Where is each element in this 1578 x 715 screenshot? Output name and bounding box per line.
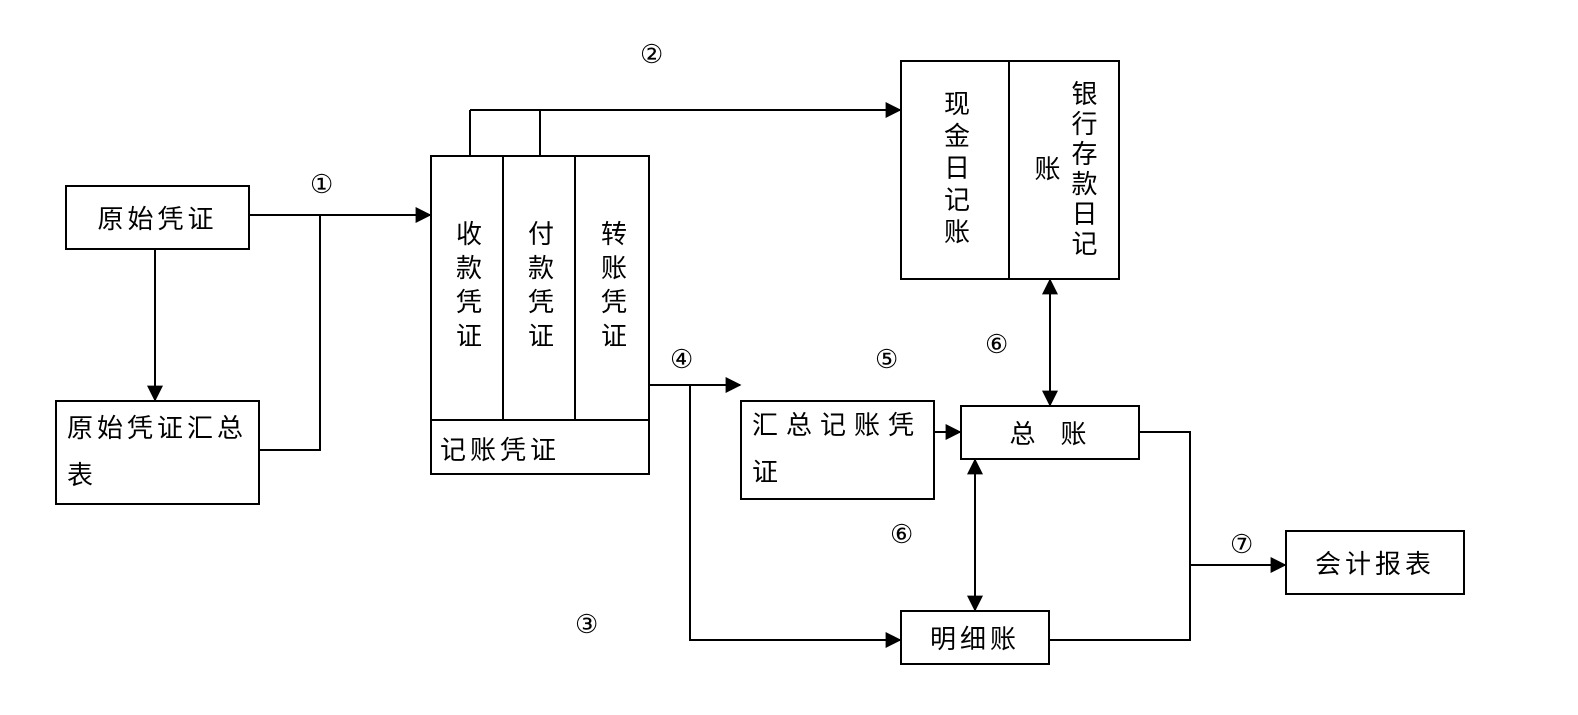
step-label-4: ④ <box>670 345 693 375</box>
edge-e_gl_out <box>1140 432 1190 565</box>
node-label: 会计报表 <box>1305 538 1445 587</box>
voucher-group-label: 记账凭证 <box>440 430 560 467</box>
step-label-1: ① <box>310 170 333 200</box>
step-label-3: ③ <box>575 610 598 640</box>
node-report: 会计报表 <box>1285 530 1465 595</box>
node-label: 收款凭证 <box>445 212 490 364</box>
node-payment-voucher: 付款凭证 <box>504 157 576 421</box>
node-original-voucher: 原始凭证 <box>65 185 250 250</box>
node-sub-ledger: 明细账 <box>900 610 1050 665</box>
step-label-5: ⑤ <box>875 345 898 375</box>
node-label: 总 账 <box>999 408 1100 457</box>
node-label: 转账凭证 <box>590 212 635 364</box>
edge-e_summary_join <box>260 215 320 450</box>
node-label: 汇总记账凭证 <box>742 397 933 503</box>
edge-e_sub_out <box>1050 565 1190 640</box>
flowchart-canvas: 原始凭证 原始凭证汇总表 收款凭证 付款凭证 转账凭证 记账凭证 现金日记账 银… <box>20 20 1578 695</box>
node-bank-journal: 银行存款日记账 <box>1008 60 1120 280</box>
node-summary-voucher: 汇总记账凭证 <box>740 400 935 500</box>
node-voucher-group: 收款凭证 付款凭证 转账凭证 记账凭证 <box>430 155 650 475</box>
step-label-2: ② <box>640 40 663 70</box>
node-label: 现金日记账 <box>933 82 978 258</box>
node-transfer-voucher: 转账凭证 <box>576 157 648 421</box>
node-cash-journal: 现金日记账 <box>900 60 1010 280</box>
node-label: 原始凭证 <box>87 193 227 242</box>
node-label: 付款凭证 <box>517 212 562 364</box>
node-label: 明细账 <box>920 613 1030 662</box>
node-receipt-voucher: 收款凭证 <box>432 157 504 421</box>
node-original-summary: 原始凭证汇总表 <box>55 400 260 505</box>
node-general-ledger: 总 账 <box>960 405 1140 460</box>
step-label-6a: ⑥ <box>985 330 1008 360</box>
step-label-7: ⑦ <box>1230 530 1253 560</box>
step-label-6b: ⑥ <box>890 520 913 550</box>
node-label: 原始凭证汇总表 <box>57 400 258 506</box>
node-label: 银行存款日记账 <box>1023 62 1105 278</box>
